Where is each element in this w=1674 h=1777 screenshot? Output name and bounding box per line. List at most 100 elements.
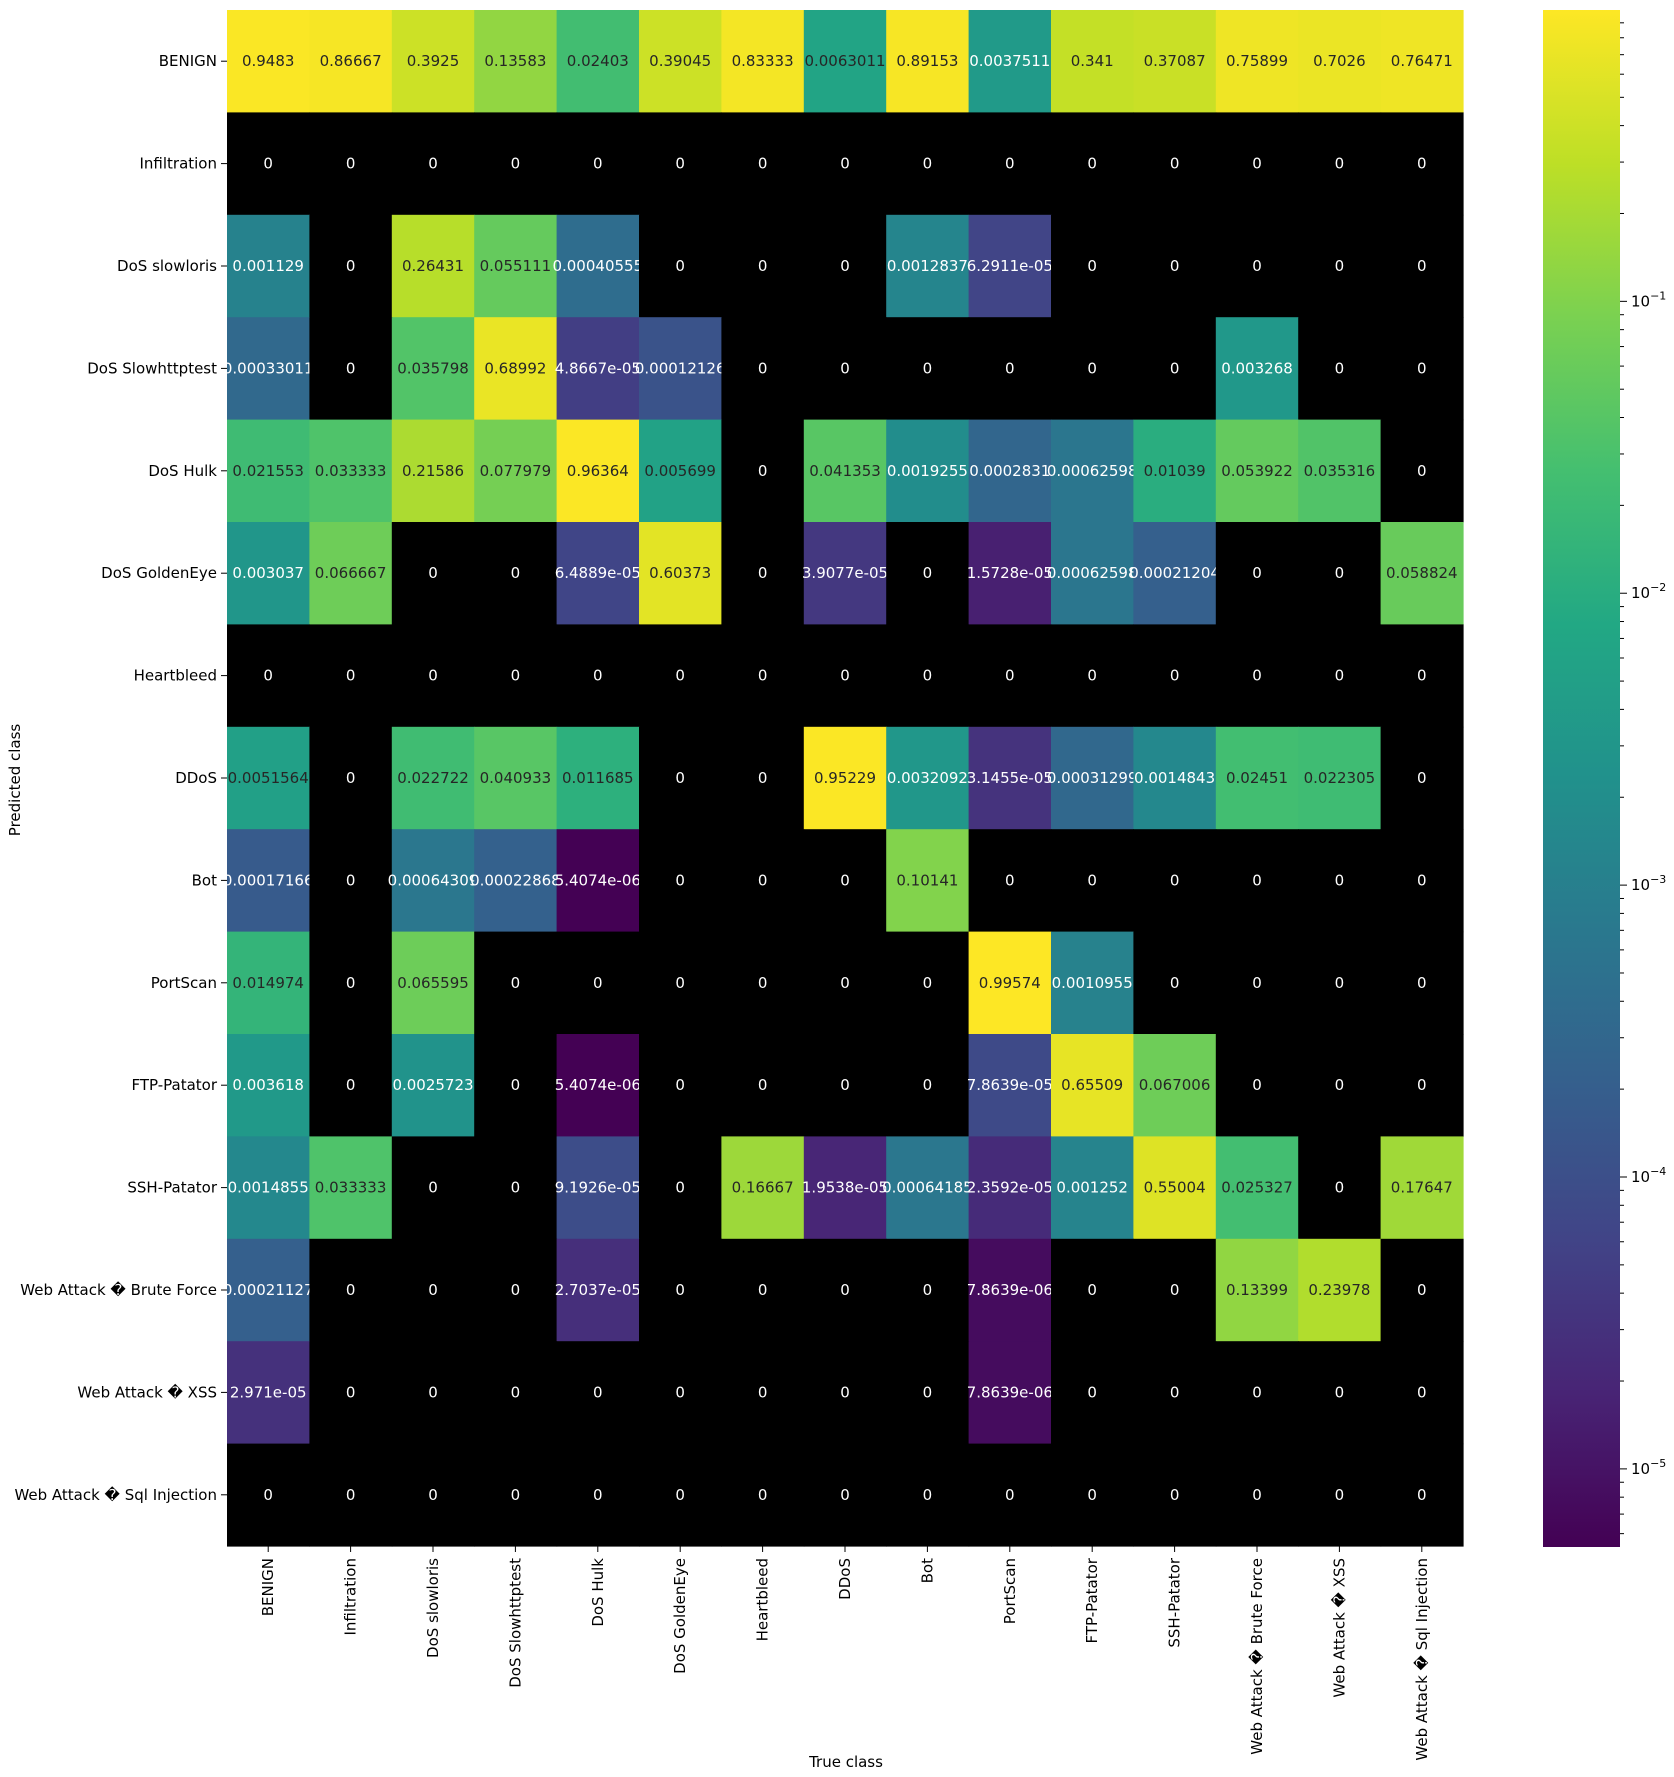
- cell-value-label: 0: [840, 1281, 850, 1299]
- cell-value-label: 0: [758, 257, 768, 275]
- cell-value-label: 0: [923, 974, 933, 992]
- cell-value-label: 0: [758, 974, 768, 992]
- cell-value-label: 0: [346, 667, 356, 685]
- cell-value-label: 0: [1417, 257, 1427, 275]
- cell-value-label: 0.055111: [480, 257, 552, 275]
- cell-value-label: 2.7037e-05: [555, 1281, 641, 1299]
- heatmap-cell: [803, 1034, 887, 1137]
- heatmap-cell: [968, 112, 1052, 216]
- heatmap-cell: [968, 1136, 1052, 1240]
- heatmap-cell: [556, 624, 640, 728]
- heatmap-cell: [886, 726, 970, 830]
- heatmap-cell: [968, 522, 1052, 625]
- heatmap-cell: [1380, 317, 1464, 421]
- heatmap-cell: [968, 726, 1052, 830]
- cell-value-label: 0: [1335, 359, 1345, 377]
- cell-value-label: 9.1926e-05: [555, 1179, 641, 1197]
- cell-value-label: 0.0051564: [228, 769, 309, 787]
- cell-value-label: 0.13399: [1226, 1281, 1288, 1299]
- heatmap-cell: [1051, 1034, 1134, 1137]
- heatmap-cell: [639, 214, 722, 318]
- heatmap-cell: [639, 1136, 722, 1240]
- cell-value-label: 0: [1087, 1383, 1097, 1401]
- heatmap-cell: [227, 1034, 310, 1137]
- cell-value-label: 0: [758, 1486, 768, 1504]
- x-tick-label: DoS GoldenEye: [671, 1558, 689, 1674]
- heatmap-cell: [1298, 1443, 1382, 1547]
- cell-value-label: 0: [346, 871, 356, 889]
- heatmap-cell: [1298, 1238, 1382, 1342]
- heatmap-cells: 0.9483 0.86667 0.3925 0.13583 0.02403 0.39045…: [223, 10, 1464, 1547]
- x-tick-label: BENIGN: [259, 1558, 277, 1616]
- heatmap-cell: [309, 1136, 393, 1240]
- heatmap-cell: [1051, 522, 1134, 625]
- heatmap-cell: [803, 931, 887, 1035]
- cell-value-label: 0: [511, 974, 521, 992]
- cell-value-label: 0.035798: [397, 359, 469, 377]
- heatmap-cell: [309, 726, 393, 830]
- cell-value-label: 0.55004: [1144, 1179, 1206, 1197]
- heatmap-cell: [474, 1136, 558, 1240]
- cell-value-label: 0: [923, 155, 933, 173]
- heatmap-cell: [391, 214, 475, 318]
- heatmap-cell: [886, 624, 970, 728]
- colorbar-tick-label: 10−5: [1631, 1457, 1666, 1478]
- cell-value-label: 0: [1417, 1486, 1427, 1504]
- cell-value-label: 0.014974: [232, 974, 304, 992]
- y-tick-label: Infiltration: [139, 155, 217, 173]
- cell-value-label: 0: [923, 1281, 933, 1299]
- cell-value-label: 0: [1417, 667, 1427, 685]
- heatmap-cell: [803, 419, 887, 523]
- heatmap-cell: [556, 419, 640, 523]
- heatmap-cell: [1051, 726, 1134, 830]
- heatmap-cell: [556, 1341, 640, 1445]
- heatmap-cell: [309, 522, 393, 625]
- colorbar-tick-label: 10−3: [1631, 873, 1666, 894]
- heatmap-cell: [1215, 317, 1299, 421]
- cell-value-label: 0.065595: [397, 974, 469, 992]
- x-tick-label: Heartbleed: [754, 1558, 772, 1641]
- heatmap-cell: [227, 1341, 310, 1445]
- cell-value-label: 0: [840, 359, 850, 377]
- cell-value-label: 0.99574: [979, 974, 1041, 992]
- cell-value-label: 0.005699: [644, 462, 716, 480]
- cell-value-label: 0: [1252, 257, 1262, 275]
- cell-value-label: 7.8639e-05: [967, 1076, 1053, 1094]
- cell-value-label: 0: [840, 1486, 850, 1504]
- heatmap-cell: [968, 10, 1052, 113]
- heatmap-cell: [803, 1238, 887, 1342]
- cell-value-label: 0: [758, 564, 768, 582]
- heatmap-cell: [886, 829, 970, 933]
- heatmap-cell: [474, 931, 558, 1035]
- heatmap-cell: [474, 1341, 558, 1445]
- y-tick-label: BENIGN: [159, 52, 217, 70]
- cell-value-label: 0.86667: [320, 52, 382, 70]
- heatmap-cell: [1133, 112, 1217, 216]
- y-tick-label: DoS slowloris: [117, 257, 217, 275]
- cell-value-label: 0.21586: [402, 462, 464, 480]
- heatmap-cell: [391, 1341, 475, 1445]
- heatmap-cell: [391, 112, 475, 216]
- heatmap-cell: [1298, 1341, 1382, 1445]
- heatmap-cell: [391, 829, 475, 933]
- heatmap-cell: [474, 10, 558, 113]
- cell-value-label: 0: [840, 974, 850, 992]
- cell-value-label: 0: [758, 667, 768, 685]
- heatmap-cell: [1215, 419, 1299, 523]
- heatmap-cell: [227, 214, 310, 318]
- cell-value-label: 0: [675, 1486, 685, 1504]
- heatmap-cell: [556, 1034, 640, 1137]
- heatmap-cell: [968, 931, 1052, 1035]
- colorbar-gradient: [1543, 10, 1620, 1547]
- heatmap-cell: [721, 317, 805, 421]
- cell-value-label: 0: [1005, 871, 1015, 889]
- heatmap-cell: [309, 829, 393, 933]
- cell-value-label: 0: [1170, 667, 1180, 685]
- heatmap-cell: [639, 1341, 722, 1445]
- heatmap-cell: [1298, 112, 1382, 216]
- y-tick-label: Bot: [192, 871, 217, 889]
- cell-value-label: 0: [923, 1383, 933, 1401]
- heatmap-cell: [639, 112, 722, 216]
- heatmap-cell: [721, 1443, 805, 1547]
- cell-value-label: 0: [675, 871, 685, 889]
